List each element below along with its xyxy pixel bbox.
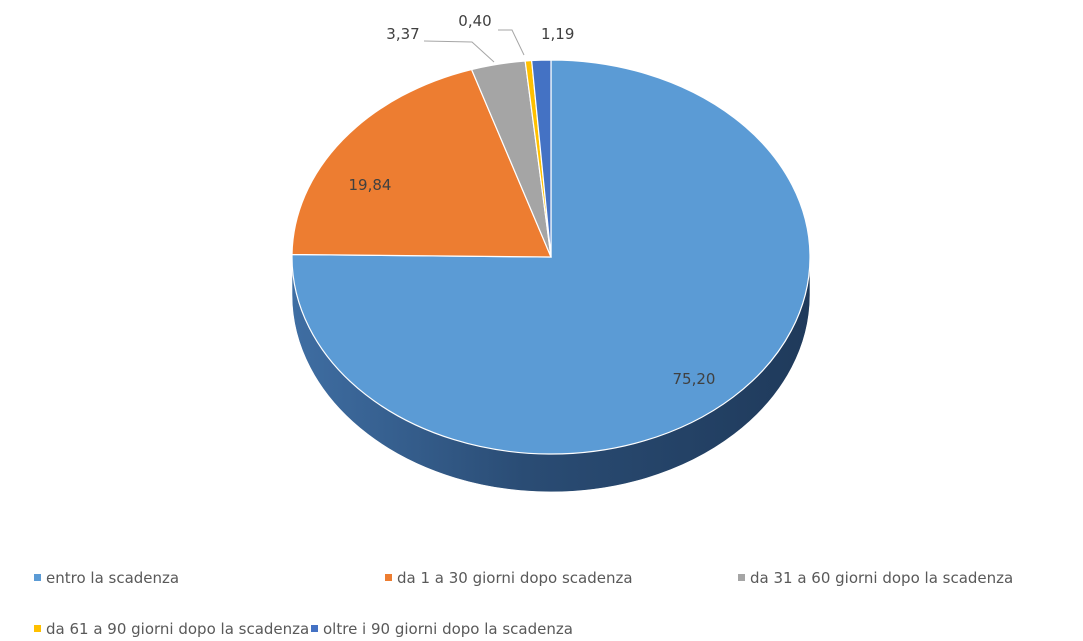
legend-swatch-da-61-a-90-giorni-dopo-la-scadenza xyxy=(34,625,41,632)
legend-label-da-31-a-60-giorni-dopo-la-scadenza: da 31 a 60 giorni dopo la scadenza xyxy=(750,569,1013,587)
legend-item-da-61-a-90-giorni-dopo-la-scadenza[interactable]: da 61 a 90 giorni dopo la scadenza xyxy=(34,620,309,638)
data-label-oltre-i-90-giorni-dopo-la-scadenza: 1,19 xyxy=(541,25,574,43)
legend-label-entro-la-scadenza: entro la scadenza xyxy=(46,569,179,587)
legend-item-da-1-a-30-giorni-dopo-scadenza[interactable]: da 1 a 30 giorni dopo scadenza xyxy=(385,569,633,587)
pie-slice-da-1-a-30-giorni-dopo-scadenza[interactable] xyxy=(291,68,552,258)
legend-item-da-31-a-60-giorni-dopo-la-scadenza[interactable]: da 31 a 60 giorni dopo la scadenza xyxy=(738,569,1013,587)
legend-item-entro-la-scadenza[interactable]: entro la scadenza xyxy=(34,569,179,587)
pie-top xyxy=(291,59,811,455)
pie-slice-entro-la-scadenza[interactable] xyxy=(291,59,811,455)
legend: entro la scadenza da 1 a 30 giorni dopo s… xyxy=(34,569,1013,638)
legend-item-oltre-i-90-giorni-dopo-la-scadenza[interactable]: oltre i 90 giorni dopo la scadenza xyxy=(311,620,573,638)
legend-label-da-1-a-30-giorni-dopo-scadenza: da 1 a 30 giorni dopo scadenza xyxy=(397,569,633,587)
pie-slice-oltre-i-90-giorni-dopo-la-scadenza[interactable] xyxy=(530,59,552,258)
data-label-da-31-a-60-giorni-dopo-la-scadenza: 3,37 xyxy=(386,25,419,43)
legend-swatch-oltre-i-90-giorni-dopo-la-scadenza xyxy=(311,625,318,632)
leader-line-da-61-a-90-giorni-dopo-la-scadenza xyxy=(498,29,525,56)
data-labels: 75,20 19,84 3,37 0,40 1,19 xyxy=(349,12,716,388)
data-label-da-61-a-90-giorni-dopo-la-scadenza: 0,40 xyxy=(458,12,491,30)
legend-swatch-da-31-a-60-giorni-dopo-la-scadenza xyxy=(738,574,745,581)
legend-swatch-da-1-a-30-giorni-dopo-scadenza xyxy=(385,574,392,581)
leader-line-da-31-a-60-giorni-dopo-la-scadenza xyxy=(423,40,495,63)
legend-label-da-61-a-90-giorni-dopo-la-scadenza: da 61 a 90 giorni dopo la scadenza xyxy=(46,620,309,638)
legend-label-oltre-i-90-giorni-dopo-la-scadenza: oltre i 90 giorni dopo la scadenza xyxy=(323,620,573,638)
data-label-da-1-a-30-giorni-dopo-scadenza: 19,84 xyxy=(349,176,392,194)
data-label-entro-la-scadenza: 75,20 xyxy=(673,370,716,388)
legend-swatch-entro-la-scadenza xyxy=(34,574,41,581)
